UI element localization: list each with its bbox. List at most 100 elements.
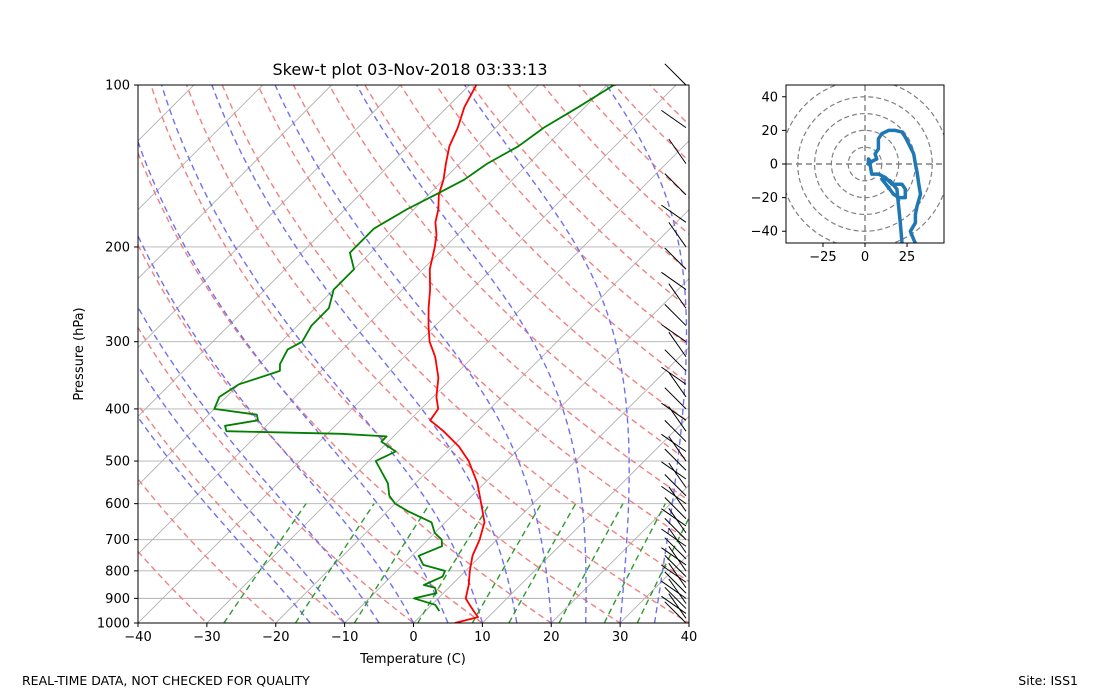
wind-barb (668, 222, 687, 248)
hodograph-x-tick-label: −25 (809, 250, 836, 265)
dry-adiabat-line (257, 85, 689, 542)
wind-barb (664, 173, 687, 196)
wind-barb (664, 474, 687, 497)
wind-barb (661, 324, 687, 343)
moist-adiabat-line (138, 234, 415, 623)
isotherm-line (138, 85, 470, 418)
wind-barb (664, 448, 687, 471)
wind-barb (664, 63, 687, 86)
wind-barb (661, 461, 687, 480)
wind-barb (661, 508, 687, 527)
isotherm-line (413, 346, 689, 623)
wind-barb (664, 497, 687, 520)
dry-adiabat-line (138, 550, 208, 623)
wind-barb (661, 402, 687, 421)
y-tick-label: 600 (105, 497, 130, 512)
mixing-ratio-line (223, 503, 307, 623)
dewpoint-profile-line (213, 85, 615, 612)
hodograph-y-tick-label: 20 (761, 124, 778, 139)
isotherm-line (275, 209, 689, 623)
isotherm-line (138, 85, 332, 280)
y-tick-label: 700 (105, 533, 130, 548)
wind-barb (668, 562, 687, 589)
wind-barb (661, 109, 687, 129)
wind-barb (661, 564, 687, 583)
y-tick-label: 400 (105, 402, 130, 417)
y-tick-label: 300 (105, 335, 130, 350)
wind-barb (664, 555, 687, 577)
x-tick-label: −30 (193, 630, 220, 645)
hodograph-y-tick-label: −20 (751, 191, 778, 206)
wind-barb (664, 304, 687, 326)
hodograph-y-tick-label: 0 (770, 158, 778, 173)
moist-adiabat-line (464, 85, 630, 623)
site-label: Site: ISS1 (1018, 673, 1078, 688)
isotherm-line (138, 85, 264, 211)
x-tick-label: −10 (331, 630, 358, 645)
y-tick-label: 100 (105, 79, 130, 94)
isotherm-line (138, 85, 539, 486)
dry-adiabat-line (221, 85, 689, 583)
dry-adiabat-line (138, 151, 553, 623)
wind-barb (664, 518, 687, 541)
dry-adiabat-line (138, 403, 346, 623)
skew-t-plot-area (138, 85, 689, 623)
dry-adiabat-line (138, 243, 484, 623)
moist-adiabat-line (274, 85, 552, 623)
moist-adiabat-line (605, 85, 688, 623)
y-tick-label: 200 (105, 240, 130, 255)
wind-barb (664, 537, 687, 560)
wind-barb (661, 580, 687, 599)
wind-barb (661, 528, 687, 547)
wind-barb (661, 271, 687, 290)
y-tick-label: 900 (105, 592, 130, 607)
mixing-ratio-line (636, 516, 689, 623)
wind-barb (668, 331, 687, 358)
x-axis-label: Temperature (C) (359, 652, 466, 667)
mixing-ratio-line (294, 503, 375, 623)
wind-barb (664, 349, 687, 372)
moist-adiabat-line (138, 364, 346, 623)
hodograph-x-tick-label: 25 (899, 250, 916, 265)
y-tick-label: 800 (105, 564, 130, 579)
isotherm-line (138, 85, 608, 555)
x-tick-label: 10 (474, 630, 491, 645)
hodograph-chart: −25 0 25 −40 −20 0 20 40 (751, 84, 945, 265)
x-tick-label: 40 (681, 630, 698, 645)
mixing-ratio-line (417, 503, 491, 623)
isotherm-line (206, 140, 689, 623)
skew-t-title: Skew-t plot 03-Nov-2018 03:33:13 (272, 60, 547, 79)
wind-barb (664, 601, 687, 624)
hodograph-trace (866, 128, 923, 243)
wind-barb (668, 578, 687, 604)
wind-barb (668, 436, 687, 462)
isotherm-line (550, 484, 689, 623)
hodograph-y-tick-label: −40 (751, 225, 778, 240)
wind-barb (661, 485, 687, 505)
isotherm-line (138, 85, 401, 349)
wind-barb (668, 593, 687, 619)
wind-barb (664, 571, 687, 594)
wind-barb (661, 595, 687, 614)
moist-adiabat-line (688, 619, 689, 623)
moist-adiabat-line (356, 85, 587, 623)
mixing-ratio-line (353, 503, 431, 623)
wind-barb (664, 586, 687, 609)
dry-adiabat-line (150, 85, 622, 623)
wind-barb (661, 366, 687, 385)
hodograph-y-tick-label: 40 (761, 90, 778, 105)
wind-barb (668, 283, 687, 309)
skew-t-chart: −40 −30 −20 −10 0 10 20 30 40 1000 900 800 700 600 500… (72, 60, 698, 667)
wind-barb (664, 247, 687, 270)
x-tick-label: 30 (612, 630, 629, 645)
isotherm-line (482, 415, 689, 623)
hodograph-x-tick-label: 0 (861, 250, 869, 265)
wind-barb (668, 372, 687, 398)
quality-disclaimer: REAL-TIME DATA, NOT CHECKED FOR QUALITY (22, 673, 310, 688)
wind-barb (664, 420, 687, 442)
dry-adiabat-line (185, 85, 689, 623)
x-tick-label: 20 (543, 630, 560, 645)
y-axis-label: Pressure (hPa) (72, 307, 87, 400)
wind-barb (668, 486, 687, 512)
